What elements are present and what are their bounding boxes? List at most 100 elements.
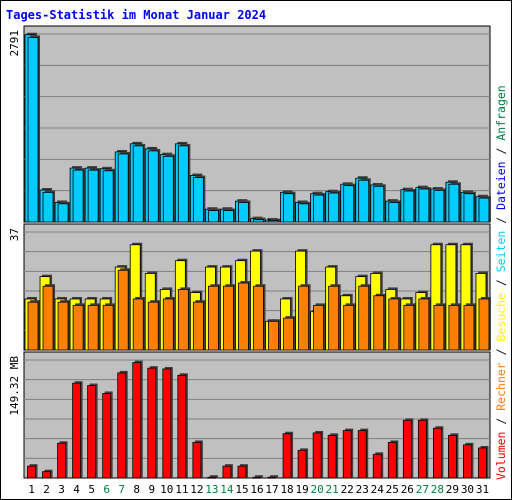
legend-segment: / [494, 411, 508, 432]
dateien-bar [313, 194, 325, 223]
rechner-bar [373, 295, 385, 351]
x-tick-label: 28 [431, 483, 444, 496]
volumen-bar-shadow [270, 475, 279, 479]
volumen-bar [72, 382, 82, 479]
y-max-label: 149.32 MB [8, 356, 21, 416]
rechner-bar [478, 298, 490, 351]
dateien-bar [147, 150, 159, 223]
volumen-bar [312, 432, 322, 479]
x-tick-label: 18 [280, 483, 293, 496]
x-tick-label: 11 [175, 483, 188, 496]
dateien-bar [223, 210, 234, 223]
panel-3: 149.32 MB [8, 351, 491, 479]
x-tick-label: 14 [220, 483, 234, 496]
dateien-bar [132, 145, 144, 223]
dateien-bar [343, 185, 355, 223]
chart-title: Tages-Statistik im Monat Januar 2024 [6, 8, 266, 22]
x-tick-label: 9 [148, 483, 155, 496]
legend-segment: / [494, 342, 508, 363]
rechner-bar [433, 304, 445, 351]
rechner-bar [27, 301, 39, 351]
volumen-bar [402, 419, 412, 479]
volumen-bar [147, 367, 157, 479]
x-tick-label: 26 [401, 483, 414, 496]
dateien-bar [328, 192, 340, 223]
volumen-bar [177, 374, 187, 479]
volumen-bar [252, 476, 262, 479]
dateien-bar [358, 179, 370, 223]
dateien-bar [192, 177, 204, 223]
rechner-bar [132, 298, 144, 351]
dateien-bar [298, 203, 309, 223]
rechner-bar [328, 285, 340, 351]
x-tick-label: 19 [295, 483, 308, 496]
rechner-bar [268, 320, 279, 351]
volumen-bar [267, 476, 277, 479]
legend-segment: Rechner [494, 362, 508, 411]
legend-segment: / [494, 272, 508, 293]
x-tick-label: 25 [386, 483, 399, 496]
rechner-bar [343, 304, 355, 351]
dateien-bar [433, 189, 445, 223]
dateien-bar [162, 155, 174, 223]
dateien-bar [403, 190, 415, 223]
legend-segment: Volumen [494, 432, 508, 480]
volumen-bar [372, 453, 382, 479]
volumen-bar [42, 471, 51, 479]
dateien-bar [72, 169, 84, 223]
volumen-bar [87, 385, 97, 479]
volumen-bar [297, 449, 307, 479]
y-max-label: 2791 [8, 30, 21, 57]
x-tick-label: 12 [190, 483, 203, 496]
x-tick-label: 6 [103, 483, 110, 496]
x-tick-label: 13 [205, 483, 218, 496]
x-tick-label: 2 [43, 483, 50, 496]
legend-segment: Dateien [494, 161, 508, 209]
x-tick-label: 27 [416, 483, 429, 496]
x-tick-label: 22 [341, 483, 354, 496]
rechner-bar [448, 304, 460, 351]
x-tick-label: 15 [235, 483, 248, 496]
x-tick-label: 23 [356, 483, 369, 496]
rechner-bar [403, 304, 415, 351]
volumen-bar [192, 442, 202, 479]
dateien-bar [253, 219, 264, 223]
dateien-bar [57, 203, 69, 223]
volumen-bar [463, 444, 472, 479]
rechner-bar [388, 298, 400, 351]
x-tick-label: 1 [28, 483, 35, 496]
volumen-bar [207, 476, 217, 479]
legend-segment: / [494, 210, 508, 231]
volumen-bar [162, 368, 172, 479]
x-tick-label: 8 [133, 483, 140, 496]
rechner-bar [147, 301, 159, 351]
volumen-bar [222, 465, 232, 479]
volumen-bar [387, 442, 397, 479]
rechner-bar [177, 289, 189, 351]
volumen-bar [448, 434, 457, 479]
x-tick-label: 7 [118, 483, 125, 496]
dateien-bar [388, 202, 400, 223]
volumen-bar [478, 447, 487, 479]
rechner-bar [42, 285, 54, 351]
legend-segment: Seiten [494, 231, 508, 273]
dateien-bar [478, 197, 490, 223]
dateien-bar [463, 193, 475, 223]
x-tick-label: 16 [250, 483, 263, 496]
rechner-bar [117, 269, 129, 351]
volumen-bar [102, 393, 112, 479]
dateien-bar [283, 193, 294, 223]
dateien-bar [418, 188, 430, 223]
legend-segment: Besuche [494, 293, 508, 342]
dateien-bar [87, 169, 99, 223]
rechner-bar [283, 317, 294, 351]
x-tick-label: 30 [461, 483, 474, 496]
volumen-bar [342, 430, 352, 479]
rechner-bar [102, 304, 114, 351]
rechner-bar [238, 282, 249, 351]
rechner-bar [253, 285, 264, 351]
dateien-bar [177, 145, 189, 223]
legend-segment: Anfragen [494, 85, 508, 140]
volumen-bar [117, 372, 127, 479]
